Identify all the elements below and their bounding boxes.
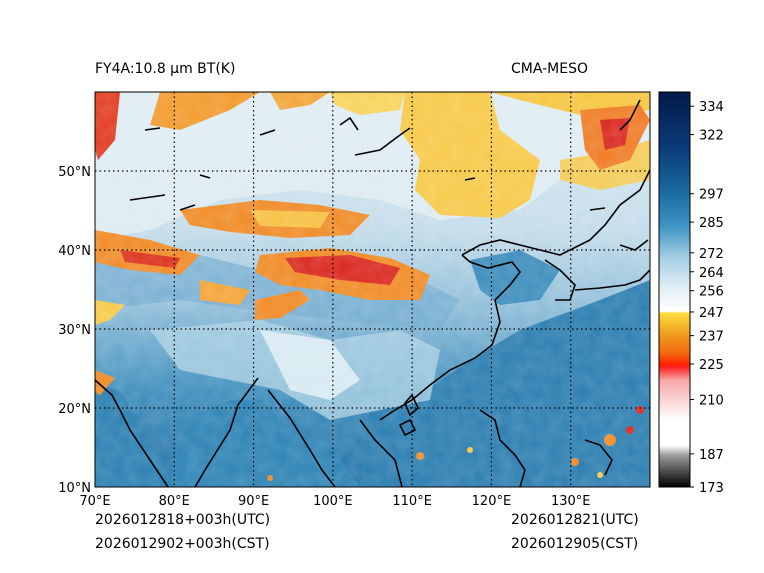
lon-tick-label: 110°E (392, 494, 432, 509)
colorbar-tick-label: 187 (699, 448, 724, 463)
lon-axis: 70°E 80°E 90°E 100°E 110°E 120°E 130°E (79, 494, 590, 509)
colorbar-fill (659, 92, 690, 487)
colorbar-tick-label: 225 (699, 358, 724, 373)
lake-5 (339, 116, 359, 131)
map-panel (95, 92, 650, 487)
india-west-coast (95, 379, 169, 487)
colorbar-tick-label: 297 (699, 188, 724, 203)
time-utc-left: 2026012818+003h(UTC) (95, 512, 271, 528)
lake-7 (199, 174, 211, 179)
indochina-coast (359, 419, 403, 487)
colorbar-tick-label: 247 (699, 306, 724, 321)
title-right: CMA-MESO (511, 61, 589, 77)
lon-tick-label: 90°E (238, 494, 269, 509)
colorbar-tick-label: 285 (699, 216, 724, 231)
map-frame (94, 91, 651, 488)
lat-axis: 10°N 20°N 30°N 40°N 50°N (58, 165, 91, 496)
philippines (479, 409, 526, 487)
lon-tick-label: 100°E (313, 494, 353, 509)
baikal-lake (354, 127, 411, 156)
colorbar-tick-label: 173 (699, 481, 724, 496)
lake-1 (129, 194, 166, 201)
myanmar-coast (267, 389, 336, 487)
lon-tick-label: 130°E (551, 494, 591, 509)
colorbar-tick-label: 210 (699, 393, 724, 408)
korea-manchuria-coast (461, 169, 650, 256)
lon-tick-label: 120°E (472, 494, 512, 509)
title-left: FY4A:10.8 µm BT(K) (95, 61, 236, 77)
time-cst-right: 2026012905(CST) (511, 536, 639, 552)
japan-honshu (574, 269, 650, 291)
texture-overlay (95, 92, 650, 487)
lake-4 (259, 129, 276, 136)
colorbar-frame (658, 91, 691, 488)
lat-tick-label: 20°N (58, 402, 91, 417)
time-cst-left: 2026012902+003h(CST) (95, 536, 270, 552)
island-chain (584, 439, 613, 476)
lon-tick-label: 80°E (159, 494, 190, 509)
coastlines (95, 99, 650, 487)
india-east-coast (194, 377, 259, 487)
colorbar-tick-label: 256 (699, 285, 724, 300)
colorbar-tick-label: 322 (699, 129, 724, 144)
lat-tick-label: 50°N (58, 165, 91, 180)
colorbar-ticks: 334 322 297 285 272 264 256 247 237 225 210 187 173 (690, 100, 724, 496)
colorbar-tick-label: 264 (699, 266, 724, 281)
colorbar-tick-label: 334 (699, 100, 724, 115)
okhotsk-coast (619, 99, 641, 131)
lon-tick-label: 70°E (79, 494, 110, 509)
lake-3 (144, 127, 161, 131)
hainan-island (398, 418, 417, 437)
colorbar-tick-label: 237 (699, 330, 724, 345)
korea-peninsula (544, 259, 576, 301)
time-utc-right: 2026012821(UTC) (511, 512, 639, 528)
lake-6 (464, 177, 476, 181)
china-east-coast (379, 254, 522, 421)
lake-2 (179, 204, 196, 211)
colorbar-tick-label: 272 (699, 247, 724, 262)
lake-8 (589, 207, 606, 211)
lat-tick-label: 40°N (58, 244, 91, 259)
lat-tick-label: 10°N (58, 481, 91, 496)
graticule (95, 92, 650, 487)
lat-tick-label: 30°N (58, 323, 91, 338)
taiwan-island (404, 393, 419, 417)
